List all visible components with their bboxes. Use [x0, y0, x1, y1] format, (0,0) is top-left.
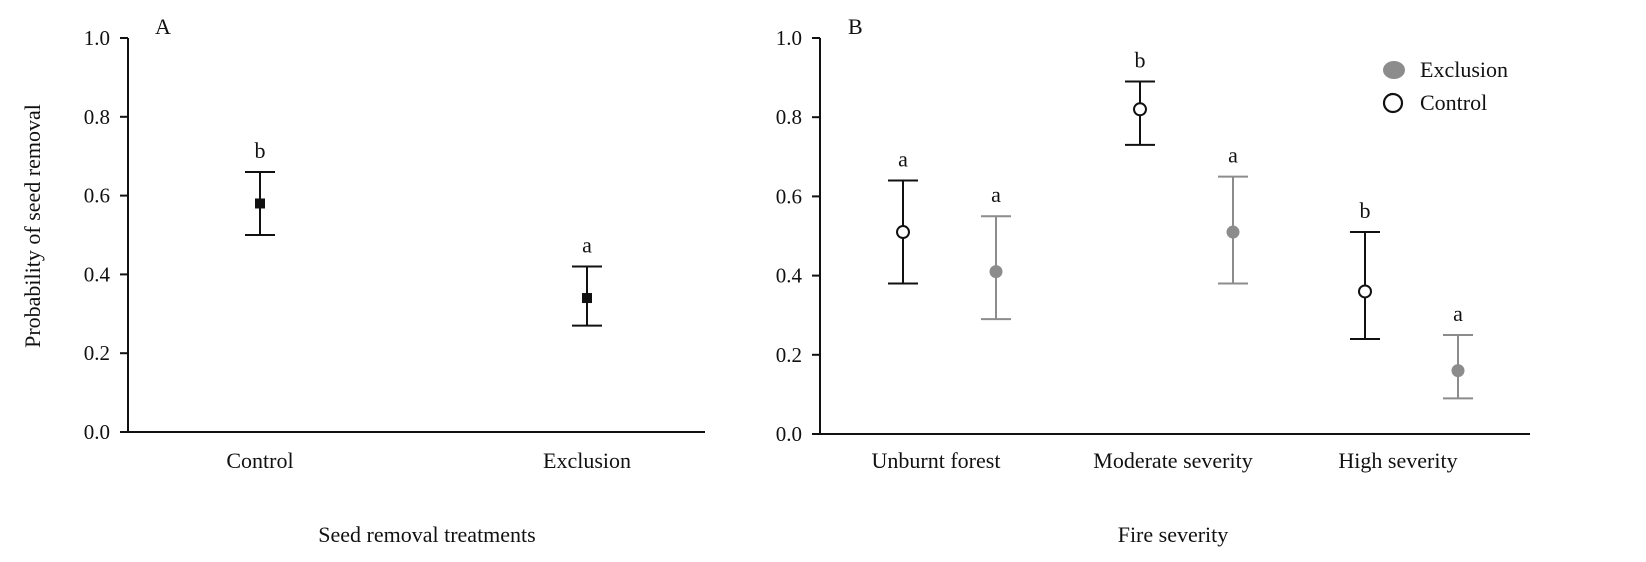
panel-a-y-tick-label: 0.4	[84, 262, 111, 286]
panel-a-y-tick-label: 0.2	[84, 341, 110, 365]
panel-b-label: B	[848, 14, 863, 39]
panel-a: A Probability of seed removal Seed remov…	[20, 14, 705, 547]
panel-b-y-tick-label: 1.0	[776, 26, 802, 50]
panel-b-legend-marker	[1382, 92, 1404, 114]
panel-b-point	[1358, 284, 1372, 299]
panel-a-x-tick-label: Control	[226, 448, 293, 473]
panel-a-label: A	[155, 14, 171, 39]
panel-a-x-tick-label: Exclusion	[543, 448, 631, 473]
panel-b-significance-letter: b	[1135, 48, 1146, 73]
panel-b-significance-letter: a	[1453, 301, 1463, 326]
panel-b: B Fire severity 0.0 0.2 0.4 0.6 0.8 1.0 Unburn…	[776, 14, 1530, 547]
panel-b-significance-letter: a	[991, 182, 1001, 207]
panel-b-legend-marker	[1383, 61, 1405, 79]
panel-b-xlabel: Fire severity	[1118, 522, 1229, 547]
panel-b-x-tick-label: Moderate severity	[1093, 448, 1252, 473]
panel-a-significance-letter: a	[582, 233, 592, 258]
panel-b-y-tick-label: 0.0	[776, 422, 802, 446]
panel-b-point	[1451, 364, 1465, 378]
panel-b-legend-label: Exclusion	[1420, 57, 1508, 82]
panel-b-y-tick-label: 0.6	[776, 184, 802, 208]
panel-b-legend: Exclusion Control	[1382, 57, 1508, 115]
panel-a-point	[255, 198, 265, 209]
panel-b-point	[1133, 102, 1147, 117]
panel-b-point	[896, 225, 910, 240]
panel-b-x-tick-label: High severity	[1338, 448, 1457, 473]
panel-a-y-tick-label: 1.0	[84, 26, 110, 50]
panel-b-significance-letter: b	[1360, 198, 1371, 223]
panel-b-x-tick-label: Unburnt forest	[872, 448, 1001, 473]
panel-a-xlabel: Seed removal treatments	[318, 522, 535, 547]
panel-a-significance-letter: b	[255, 138, 266, 163]
panel-b-y-tick-label: 0.4	[776, 264, 803, 288]
panel-b-point	[1226, 225, 1240, 239]
panel-a-y-tick-label: 0.6	[84, 184, 110, 208]
panel-b-point	[989, 265, 1003, 279]
panel-a-ylabel: Probability of seed removal	[20, 104, 45, 348]
panel-b-significance-letter: a	[898, 147, 908, 172]
panel-a-point	[582, 293, 592, 304]
panel-b-legend-label: Control	[1420, 90, 1487, 115]
panel-b-y-tick-label: 0.8	[776, 105, 802, 129]
panel-a-y-tick-label: 0.0	[84, 420, 110, 444]
panel-b-y-tick-label: 0.2	[776, 343, 802, 367]
panel-b-significance-letter: a	[1228, 143, 1238, 168]
panel-a-y-tick-label: 0.8	[84, 105, 110, 129]
